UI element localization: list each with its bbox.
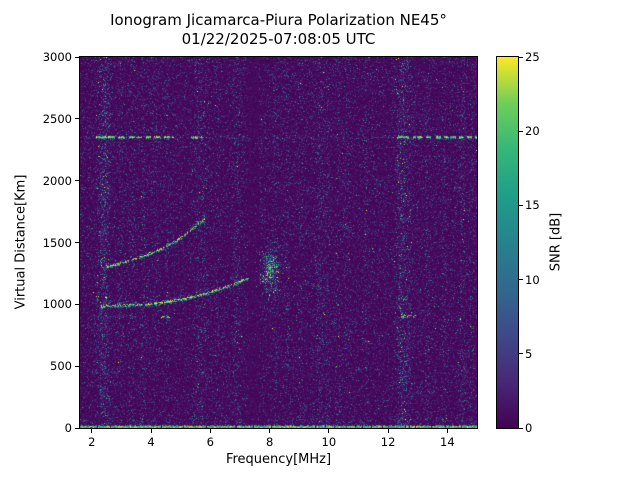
chart-subtitle: 01/22/2025-07:08:05 UTC [181, 30, 376, 48]
colorbar-tick-mark [519, 130, 523, 132]
y-tick-mark [75, 427, 79, 429]
x-tick-label: 6 [206, 435, 214, 449]
colorbar-tick-label: 20 [525, 124, 540, 139]
y-tick-mark [75, 56, 79, 58]
colorbar-tick-label: 5 [525, 346, 533, 361]
colorbar-tick-mark [519, 56, 523, 58]
colorbar-tick-mark [519, 204, 523, 206]
colorbar-tick-label: 0 [525, 421, 533, 435]
x-tick-label: 2 [88, 435, 96, 449]
y-tick-label: 2500 [42, 111, 72, 126]
colorbar-tick-mark [519, 353, 523, 355]
x-tick-mark [446, 429, 448, 433]
colorbar-tick-mark [519, 279, 523, 281]
x-tick-label: 8 [265, 435, 274, 449]
x-tick-mark [150, 429, 152, 433]
x-tick-mark [91, 429, 93, 433]
colorbar-tick-label: 25 [525, 50, 540, 64]
colorbar-tick-label: 10 [525, 272, 540, 287]
colorbar-gradient [497, 57, 518, 428]
colorbar-label: SNR [dB] [548, 212, 564, 272]
y-tick-label: 3000 [42, 50, 72, 64]
y-tick-mark [75, 180, 79, 182]
x-tick-mark [387, 429, 389, 433]
colorbar-tick-label: 15 [525, 198, 540, 213]
x-tick-mark [269, 429, 271, 433]
chart-title: Ionogram Jicamarca-Piura Polarization NE… [110, 11, 447, 29]
y-tick-mark [75, 118, 79, 120]
heatmap-canvas [80, 57, 477, 428]
y-tick-label: 2000 [42, 173, 72, 188]
plot-area [79, 56, 478, 429]
x-tick-label: 12 [380, 435, 396, 449]
y-tick-mark [75, 242, 79, 243]
y-axis-label: Virtual Distance[Km] [13, 174, 29, 310]
x-tick-label: 14 [440, 435, 455, 449]
y-tick-mark [75, 365, 79, 367]
y-tick-label: 1000 [42, 297, 72, 312]
colorbar [496, 56, 519, 429]
y-tick-mark [75, 303, 79, 305]
x-tick-label: 4 [147, 435, 155, 449]
y-tick-label: 0 [64, 421, 72, 435]
colorbar-tick-mark [519, 427, 523, 429]
x-tick-mark [209, 429, 211, 433]
x-tick-mark [328, 429, 330, 433]
y-tick-label: 1500 [42, 235, 72, 250]
x-axis-label: Frequency[MHz] [225, 452, 332, 467]
y-tick-label: 500 [50, 359, 72, 374]
x-tick-label: 10 [321, 435, 337, 449]
